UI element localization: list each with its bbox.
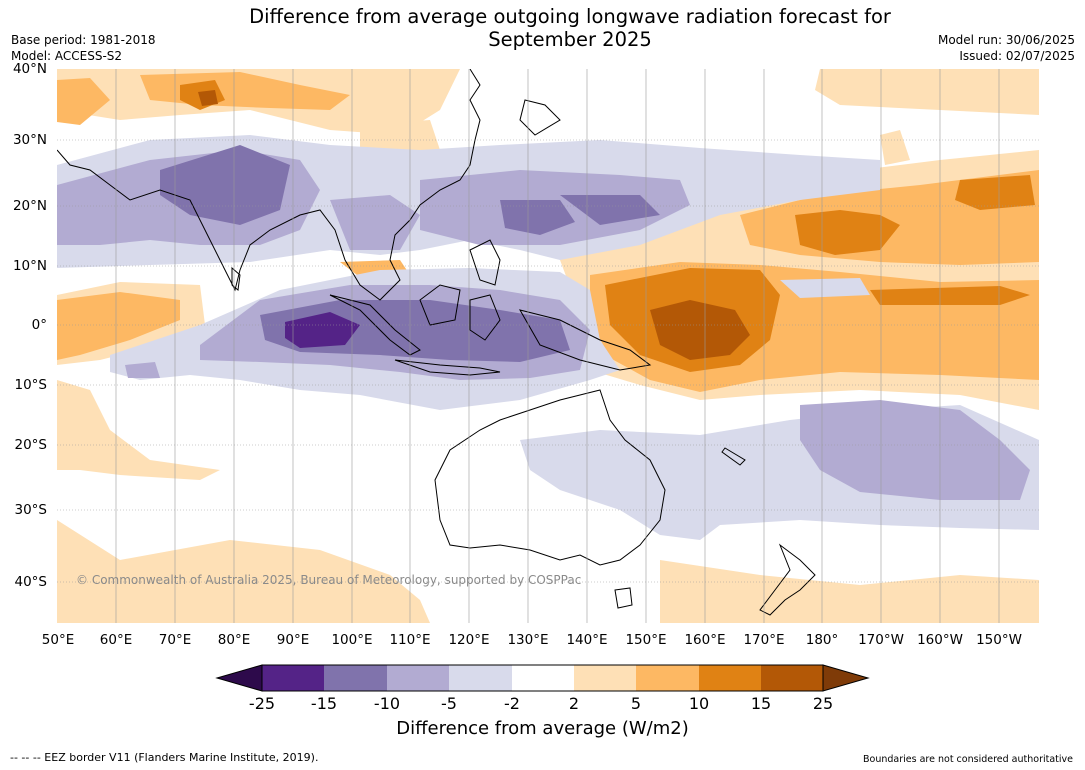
lon-label: 160°E bbox=[684, 632, 726, 648]
lat-label: 40°S bbox=[14, 574, 48, 590]
colorbar-tick: -15 bbox=[310, 694, 338, 713]
lon-label: 150°E bbox=[625, 632, 667, 648]
boundaries-disclaimer: Boundaries are not considered authoritat… bbox=[863, 754, 1073, 765]
lon-label: 170°E bbox=[743, 632, 785, 648]
negative-anomaly-fields bbox=[57, 135, 1039, 540]
chart-title: Difference from average outgoing longwav… bbox=[170, 5, 970, 51]
copyright-notice: © Commonwealth of Australia 2025, Bureau… bbox=[76, 573, 582, 587]
colorbar-segment bbox=[449, 665, 512, 691]
issued-date: Issued: 02/07/2025 bbox=[959, 49, 1075, 63]
colorbar-tick: 25 bbox=[812, 694, 834, 713]
colorbar-segment bbox=[574, 665, 636, 691]
colorbar-tick: -25 bbox=[248, 694, 276, 713]
colorbar-segment bbox=[324, 665, 387, 691]
colorbar-segment bbox=[699, 665, 761, 691]
colorbar-tick: 5 bbox=[630, 694, 642, 713]
colorbar-label: Difference from average (W/m2) bbox=[396, 718, 689, 739]
colorbar-tick: -10 bbox=[373, 694, 401, 713]
colorbar-max-arrow bbox=[822, 664, 870, 692]
lon-label: 50°E bbox=[41, 632, 75, 648]
colorbar-segment bbox=[636, 665, 699, 691]
model-run: Model run: 30/06/2025 bbox=[937, 33, 1075, 47]
lat-label: 10°N bbox=[12, 258, 47, 274]
lon-label: 110°E bbox=[389, 632, 431, 648]
lon-label: 140°E bbox=[566, 632, 608, 648]
lon-label: 170°W bbox=[858, 632, 904, 648]
colorbar-tick: 10 bbox=[688, 694, 710, 713]
meta-right: Model run: 30/06/2025 Issued: 02/07/2025 bbox=[938, 32, 1075, 64]
colorbar-tick: -2 bbox=[504, 694, 520, 713]
lat-label: 10°S bbox=[14, 377, 48, 393]
meridians bbox=[115, 69, 1000, 623]
lat-label: 0° bbox=[31, 317, 47, 333]
lat-label: 30°S bbox=[14, 502, 48, 518]
colorbar-tick: 15 bbox=[750, 694, 772, 713]
lon-label: 70°E bbox=[158, 632, 192, 648]
coastlines bbox=[57, 69, 816, 616]
title-line-1: Difference from average outgoing longwav… bbox=[249, 5, 891, 28]
lat-label: 20°N bbox=[12, 198, 47, 214]
title-line-2: September 2025 bbox=[488, 28, 652, 51]
lon-label: 80°E bbox=[217, 632, 251, 648]
lon-label: 150°W bbox=[976, 632, 1022, 648]
colorbar-min-arrow bbox=[215, 664, 263, 692]
eez-note: -- -- -- EEZ border V11 (Flanders Marine… bbox=[10, 751, 319, 764]
lon-label: 120°E bbox=[448, 632, 490, 648]
lat-label: 20°S bbox=[14, 437, 48, 453]
lat-label: 30°N bbox=[12, 132, 47, 148]
model-name: Model: ACCESS-S2 bbox=[11, 49, 123, 63]
lon-label: 160°W bbox=[917, 632, 963, 648]
colorbar-segment bbox=[387, 665, 449, 691]
positive-anomaly-fields bbox=[57, 69, 1039, 623]
lon-label: 180° bbox=[805, 632, 839, 648]
lon-label: 60°E bbox=[99, 632, 133, 648]
colorbar-tick: -5 bbox=[441, 694, 457, 713]
colorbar-tick: 2 bbox=[568, 694, 580, 713]
meta-left: Base period: 1981-2018 Model: ACCESS-S2 bbox=[11, 32, 156, 64]
colorbar-segment bbox=[761, 665, 823, 691]
base-period: Base period: 1981-2018 bbox=[11, 33, 156, 47]
colorbar-segment bbox=[262, 665, 324, 691]
lon-label: 90°E bbox=[276, 632, 310, 648]
colorbar bbox=[215, 664, 870, 692]
colorbar-segment bbox=[512, 665, 574, 691]
lon-label: 100°E bbox=[331, 632, 373, 648]
map-plot-area bbox=[57, 69, 1039, 623]
lon-label: 130°E bbox=[507, 632, 549, 648]
lat-label: 40°N bbox=[12, 61, 47, 77]
